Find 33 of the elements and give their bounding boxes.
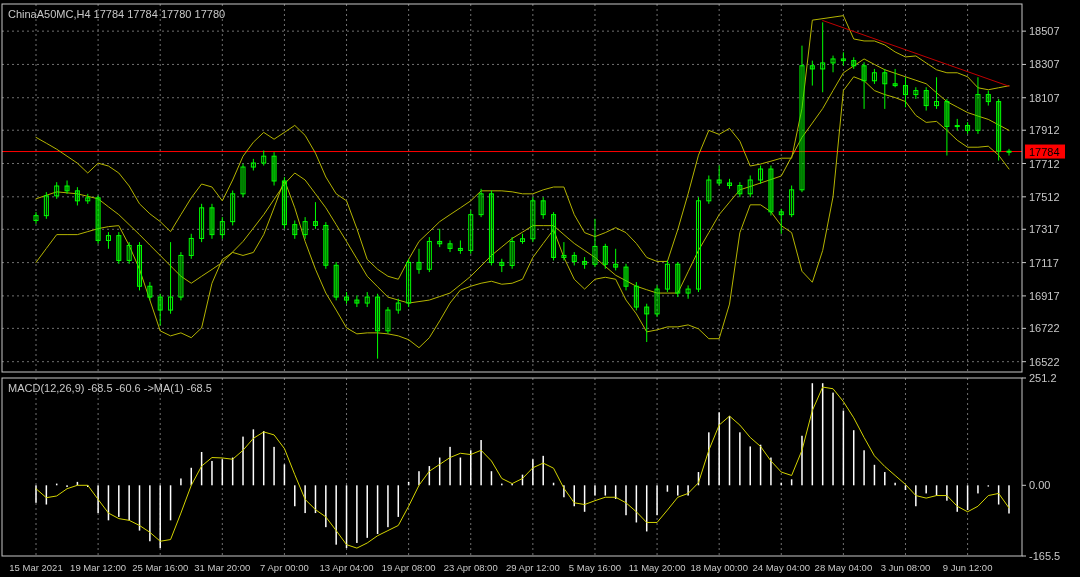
y-tick-label: 18507	[1029, 25, 1060, 38]
ref-line-label: 17784	[1029, 145, 1060, 158]
x-tick-label: 23 Apr 08:00	[443, 562, 498, 573]
x-tick-label: 24 May 04:00	[752, 562, 811, 573]
x-tick-label: 18 May 00:00	[690, 562, 748, 573]
y-tick-label: 17912	[1029, 124, 1060, 137]
y-tick-label: 18307	[1029, 58, 1060, 71]
y-tick-label: -165.5	[1029, 550, 1061, 562]
x-tick-label: 25 Mar 16:00	[132, 562, 189, 573]
x-tick-label: 11 May 20:00	[628, 562, 686, 573]
y-tick-label: 0.00	[1029, 479, 1051, 492]
chart-title: ChinaA50MC,H4 17784 17784 17780 17780	[8, 8, 226, 20]
y-tick-label: 17512	[1029, 190, 1060, 203]
x-tick-label: 19 Apr 08:00	[381, 562, 436, 573]
chart-title: MACD(12,26,9) -68.5 -60.6 ->MA(1) -68.5	[8, 382, 212, 394]
x-tick-label: 28 May 04:00	[814, 562, 873, 573]
y-tick-label: 17712	[1029, 157, 1060, 170]
y-tick-label: 16522	[1029, 355, 1060, 368]
y-tick-label: 16917	[1029, 289, 1060, 302]
x-tick-label: 3 Jun 08:00	[880, 562, 931, 573]
y-tick-label: 18107	[1029, 91, 1060, 104]
x-tick-label: 29 Apr 12:00	[505, 562, 560, 573]
y-tick-label: 251.2	[1029, 372, 1057, 384]
x-tick-label: 31 Mar 20:00	[194, 562, 251, 573]
y-tick-label: 17317	[1029, 223, 1060, 236]
y-tick-label: 17117	[1029, 256, 1059, 269]
x-tick-label: 15 Mar 2021	[9, 562, 63, 573]
x-tick-label: 13 Apr 04:00	[319, 562, 374, 573]
x-tick-label: 19 Mar 12:00	[70, 562, 127, 573]
x-tick-label: 5 May 16:00	[568, 562, 622, 573]
x-tick-label: 7 Apr 00:00	[260, 562, 309, 573]
y-tick-label: 16722	[1029, 322, 1060, 335]
x-tick-label: 9 Jun 12:00	[942, 562, 993, 573]
